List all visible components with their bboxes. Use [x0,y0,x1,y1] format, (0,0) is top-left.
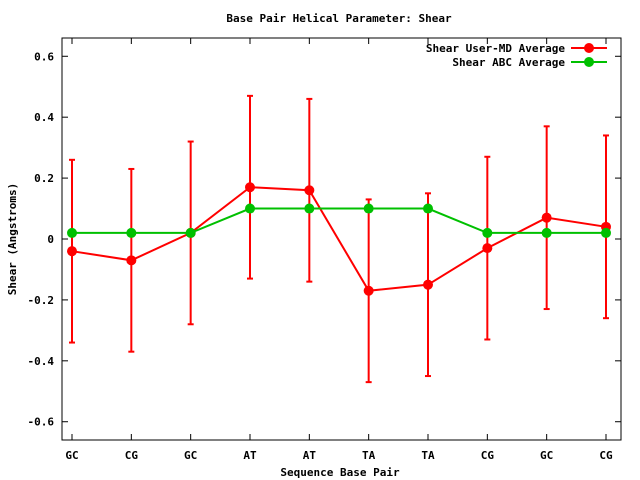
data-point [126,255,137,266]
series-layer [67,94,611,384]
data-point [541,227,552,238]
y-tick-label: -0.4 [28,355,55,368]
y-tick-label: -0.6 [28,416,55,429]
plot-frame [61,37,622,441]
legend-marker [584,43,594,53]
chart-title: Base Pair Helical Parameter: Shear [226,12,452,25]
data-point [245,203,255,214]
series-line [71,186,607,292]
data-point [423,203,433,214]
x-tick-label: CG [125,449,139,462]
x-tick-label: CG [599,449,613,462]
x-tick-label: GC [540,449,553,462]
legend-label: Shear ABC Average [452,56,565,69]
data-point [185,227,196,238]
legend-marker [584,57,594,67]
data-point [601,227,611,238]
data-point [67,227,77,238]
y-tick-label: 0.2 [34,172,54,185]
legend-label: Shear User-MD Average [426,42,565,55]
y-tick-label: 0 [47,233,54,246]
y-axis-label: Shear (Angstroms) [6,183,19,296]
data-point [126,227,137,238]
data-point [482,243,493,254]
x-tick-label: GC [65,449,78,462]
x-tick-label: TA [421,449,435,462]
y-tick-label: -0.2 [28,294,55,307]
data-point [304,185,315,196]
series-1 [67,94,611,384]
y-tick-label: 0.4 [34,111,54,124]
data-point [245,182,255,193]
x-tick-label: AT [303,449,317,462]
x-tick-label: AT [243,449,257,462]
data-point [363,203,374,214]
x-axis: GC CG GC AT AT TA TA CG GC CG [65,38,613,462]
data-point [67,246,77,257]
data-point [423,279,433,290]
y-axis: -0.6 -0.4 -0.2 0 0.2 0.4 0.6 [28,50,621,429]
x-tick-label: GC [184,449,197,462]
data-point [304,203,315,214]
x-tick-label: CG [481,449,495,462]
data-point [363,285,374,296]
series-2 [67,203,611,238]
y-tick-label: 0.6 [34,50,54,63]
series-line [72,207,606,234]
x-tick-label: TA [362,449,376,462]
x-axis-label: Sequence Base Pair [280,466,400,479]
data-point [482,227,493,238]
data-point [541,212,552,223]
